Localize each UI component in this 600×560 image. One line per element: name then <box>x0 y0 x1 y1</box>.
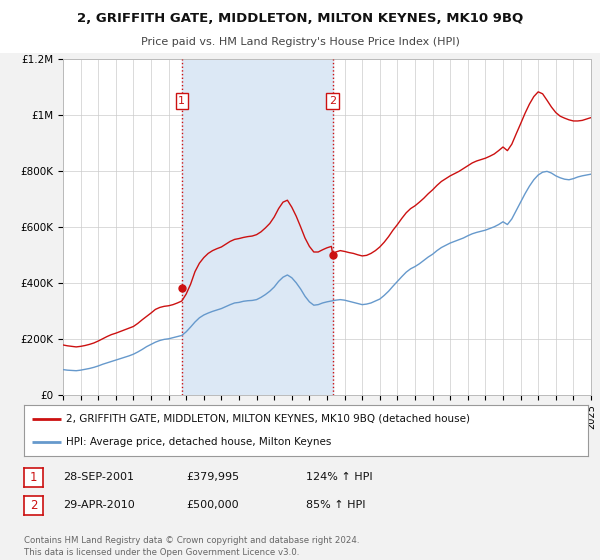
Text: 2: 2 <box>30 499 37 512</box>
Text: 2, GRIFFITH GATE, MIDDLETON, MILTON KEYNES, MK10 9BQ: 2, GRIFFITH GATE, MIDDLETON, MILTON KEYN… <box>77 12 523 25</box>
Text: Contains HM Land Registry data © Crown copyright and database right 2024.
This d: Contains HM Land Registry data © Crown c… <box>24 536 359 557</box>
Text: 29-APR-2010: 29-APR-2010 <box>63 500 135 510</box>
Bar <box>182 59 333 395</box>
Text: £500,000: £500,000 <box>186 500 239 510</box>
Text: 28-SEP-2001: 28-SEP-2001 <box>63 472 134 482</box>
Text: 85% ↑ HPI: 85% ↑ HPI <box>306 500 365 510</box>
Text: 1: 1 <box>178 96 185 106</box>
Text: 1: 1 <box>30 471 37 484</box>
Text: £379,995: £379,995 <box>186 472 239 482</box>
Text: 2: 2 <box>329 96 337 106</box>
Text: 2, GRIFFITH GATE, MIDDLETON, MILTON KEYNES, MK10 9BQ (detached house): 2, GRIFFITH GATE, MIDDLETON, MILTON KEYN… <box>66 414 470 424</box>
Text: HPI: Average price, detached house, Milton Keynes: HPI: Average price, detached house, Milt… <box>66 437 332 447</box>
Text: Price paid vs. HM Land Registry's House Price Index (HPI): Price paid vs. HM Land Registry's House … <box>140 37 460 47</box>
Text: 124% ↑ HPI: 124% ↑ HPI <box>306 472 373 482</box>
